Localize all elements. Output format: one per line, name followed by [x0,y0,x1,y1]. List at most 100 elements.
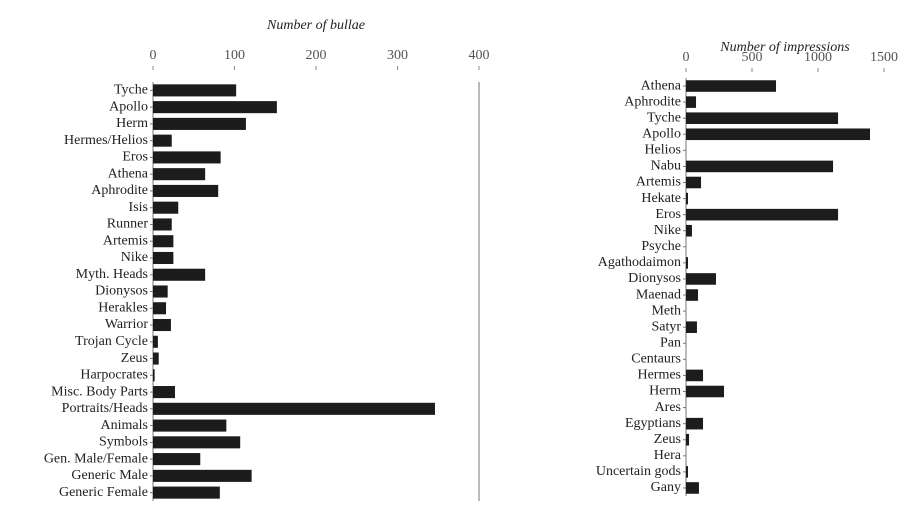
bar [686,289,698,301]
bar [153,302,166,314]
chart: Number of bullae0100200300400TycheApollo… [0,0,911,502]
y-tick-label: Satyr [651,319,681,334]
y-tick-label: Tyche [647,110,681,125]
y-tick-label: Animals [101,418,148,433]
y-tick-label: Nike [121,250,148,265]
x-tick-label: 100 [224,48,245,63]
y-tick-label: Harpocrates [80,368,148,383]
bar [153,386,175,398]
bar [686,434,689,446]
x-tick-label: 0 [683,50,690,65]
bar [686,273,716,285]
y-tick-label: Myth. Heads [76,267,148,282]
bar [153,84,236,96]
y-tick-label: Aphrodite [624,94,681,109]
bar [686,418,703,430]
y-tick-label: Uncertain gods [596,464,681,479]
bar [686,386,724,398]
y-tick-label: Eros [655,207,681,222]
bar [153,151,221,163]
y-tick-label: Misc. Body Parts [51,384,148,399]
y-tick-label: Hermes [637,368,681,383]
bar [153,168,205,180]
bar [153,403,435,415]
y-tick-label: Symbols [99,435,148,450]
y-tick-label: Meth [651,303,681,318]
bar [686,257,688,269]
y-tick-label: Pan [660,335,681,350]
bar [686,482,699,494]
y-tick-label: Herm [649,384,681,399]
bar [686,112,838,124]
y-tick-label: Generic Male [71,468,148,483]
x-tick-label: 200 [306,48,327,63]
bar [153,118,246,130]
bar [153,487,220,499]
bar [153,202,178,214]
x-tick-label: 1000 [804,50,832,65]
y-tick-label: Centaurs [631,352,681,367]
bar [153,101,277,113]
y-tick-label: Athena [641,78,682,93]
y-tick-label: Maenad [636,287,681,302]
y-tick-label: Apollo [642,126,681,141]
y-tick-label: Athena [108,166,149,181]
y-tick-label: Eros [122,150,148,165]
y-tick-label: Zeus [121,351,148,366]
y-tick-label: Hera [654,448,682,463]
y-tick-label: Agathodaimon [598,255,681,270]
bar [686,128,870,140]
y-tick-label: Tyche [114,83,148,98]
x-tick-label: 500 [742,50,763,65]
y-tick-label: Dionysos [628,271,681,286]
bar [153,185,218,197]
bar [153,235,173,247]
y-tick-label: Runner [107,217,149,232]
y-tick-label: Generic Female [59,485,148,500]
y-tick-label: Ares [655,400,681,415]
y-tick-label: Egyptians [625,416,681,431]
y-tick-label: Helios [644,143,681,158]
bar [153,436,240,448]
y-tick-label: Hermes/Helios [64,133,148,148]
bar [153,369,155,381]
bar [686,80,776,92]
bar [686,466,688,478]
y-tick-label: Apollo [109,99,148,114]
chart-title: Number of bullae [266,18,365,33]
y-tick-label: Dionysos [95,284,148,299]
y-tick-label: Portraits/Heads [62,401,148,416]
bar [153,453,200,465]
bar [153,252,173,264]
bar [153,420,226,432]
x-tick-label: 1500 [870,50,898,65]
bar [686,161,833,173]
y-tick-label: Hekate [641,191,681,206]
bar [686,193,688,205]
y-tick-label: Herakles [98,300,148,315]
bar [686,96,696,108]
bar [153,470,252,482]
bar [153,135,172,147]
bar [153,336,158,348]
bar [686,321,697,333]
y-tick-label: Gany [651,480,681,495]
y-tick-label: Gen. Male/Female [44,451,148,466]
y-tick-label: Warrior [105,317,149,332]
y-tick-label: Zeus [654,432,681,447]
x-tick-label: 400 [469,48,490,63]
y-tick-label: Trojan Cycle [75,334,148,349]
y-tick-label: Artemis [636,175,681,190]
bar [686,177,701,189]
bar [153,353,159,365]
bar [153,319,171,331]
y-tick-label: Nabu [651,159,681,174]
y-tick-label: Psyche [641,239,681,254]
bar [153,269,205,281]
y-tick-label: Isis [129,200,148,215]
bar [686,225,692,237]
y-tick-label: Nike [654,223,681,238]
x-tick-label: 0 [150,48,157,63]
bar [686,370,703,382]
bar [153,285,168,297]
